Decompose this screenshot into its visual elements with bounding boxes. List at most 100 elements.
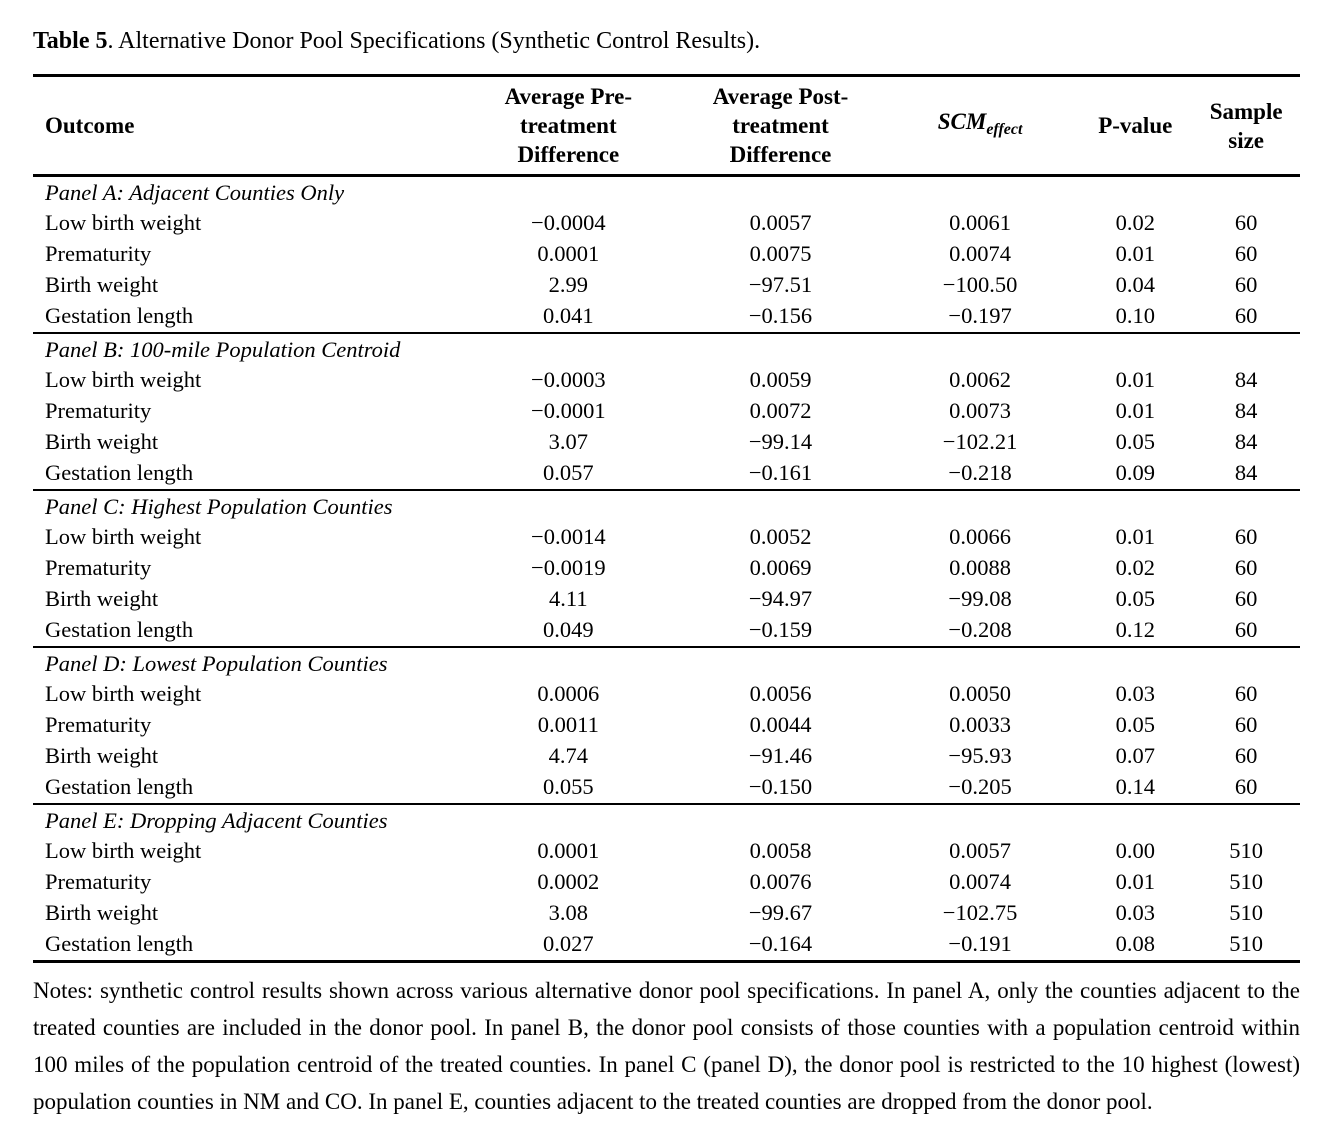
cell-sample-size: 60: [1234, 241, 1258, 266]
cell-sample-size: 510: [1229, 838, 1264, 863]
cell-outcome: Birth weight: [45, 586, 159, 611]
cell-pre-treatment-difference: 0.0002: [537, 869, 600, 894]
cell-scm-effect: 0.0050: [949, 681, 1012, 706]
cell-p-value: 0.03: [1115, 681, 1155, 706]
cell-outcome: Low birth weight: [45, 838, 202, 863]
table-title-label: Table 5: [33, 28, 108, 54]
cell-p-value: 0.04: [1115, 272, 1155, 297]
panel-header-row: Panel B: 100-mile Population Centroid: [33, 333, 1300, 365]
cell-post-treatment-difference: 0.0058: [749, 838, 812, 863]
header-outcome: Outcome: [45, 113, 135, 138]
panel: Panel D: Lowest Population Counties Low b…: [33, 647, 1300, 804]
cell-post-treatment-difference: −0.159: [748, 617, 813, 642]
cell-pre-treatment-difference: 3.07: [548, 429, 588, 454]
cell-sample-size: 60: [1234, 774, 1258, 799]
cell-post-treatment-difference: −99.14: [748, 429, 813, 454]
cell-post-treatment-difference: 0.0075: [749, 241, 812, 266]
cell-sample-size: 510: [1229, 869, 1264, 894]
cell-post-treatment-difference: 0.0044: [749, 712, 812, 737]
table-row: Gestation length 0.049 −0.159 −0.208 0.12 60: [33, 615, 1300, 647]
cell-post-treatment-difference: −0.156: [748, 303, 813, 328]
table-row: Low birth weight 0.0006 0.0056 0.0050 0.03 60: [33, 679, 1300, 710]
table-row: Prematurity 0.0002 0.0076 0.0074 0.01 510: [33, 867, 1300, 898]
cell-p-value: 0.01: [1115, 367, 1155, 392]
cell-pre-treatment-difference: −0.0004: [531, 210, 606, 235]
results-table: Outcome Average Pre-treatment Difference…: [33, 74, 1300, 963]
table-row: Prematurity −0.0019 0.0069 0.0088 0.02 60: [33, 553, 1300, 584]
panel-label: Panel A: Adjacent Counties Only: [45, 180, 345, 205]
cell-outcome: Gestation length: [45, 303, 194, 328]
cell-scm-effect: 0.0066: [949, 524, 1012, 549]
cell-scm-effect: −95.93: [948, 743, 1012, 768]
table-title-rest: . Alternative Donor Pool Specifications …: [107, 28, 761, 54]
panel: Panel A: Adjacent Counties Only Low birth…: [33, 175, 1300, 334]
cell-post-treatment-difference: −0.150: [748, 774, 813, 799]
cell-sample-size: 60: [1234, 210, 1258, 235]
cell-p-value: 0.14: [1115, 774, 1155, 799]
cell-scm-effect: 0.0061: [949, 210, 1012, 235]
panel-header-row: Panel D: Lowest Population Counties: [33, 647, 1300, 679]
panel: Panel E: Dropping Adjacent Counties Low b…: [33, 804, 1300, 962]
cell-outcome: Prematurity: [45, 712, 152, 737]
cell-sample-size: 60: [1234, 272, 1258, 297]
cell-pre-treatment-difference: 0.049: [543, 617, 594, 642]
cell-pre-treatment-difference: 0.0001: [537, 241, 600, 266]
header-row: Outcome Average Pre-treatment Difference…: [33, 76, 1300, 176]
cell-p-value: 0.01: [1115, 524, 1155, 549]
cell-scm-effect: 0.0088: [949, 555, 1012, 580]
cell-sample-size: 84: [1234, 398, 1258, 423]
cell-pre-treatment-difference: 2.99: [548, 272, 588, 297]
table-title: Table 5. Alternative Donor Pool Specific…: [33, 26, 1300, 56]
header-sample-size: Sample size: [1209, 98, 1283, 153]
cell-outcome: Gestation length: [45, 617, 194, 642]
cell-p-value: 0.05: [1115, 586, 1155, 611]
header-p-value: P-value: [1098, 113, 1173, 138]
cell-post-treatment-difference: −0.164: [748, 931, 813, 956]
cell-p-value: 0.09: [1115, 460, 1155, 485]
panel-header-row: Panel A: Adjacent Counties Only: [33, 176, 1300, 209]
header-pre-treatment: Average Pre-treatment Difference: [504, 84, 633, 167]
cell-outcome: Gestation length: [45, 460, 194, 485]
cell-pre-treatment-difference: 0.0006: [537, 681, 600, 706]
cell-pre-treatment-difference: 0.0001: [537, 838, 600, 863]
cell-sample-size: 60: [1234, 303, 1258, 328]
cell-scm-effect: −100.50: [942, 272, 1018, 297]
cell-sample-size: 84: [1234, 367, 1258, 392]
cell-pre-treatment-difference: −0.0014: [531, 524, 606, 549]
cell-sample-size: 60: [1234, 681, 1258, 706]
cell-p-value: 0.05: [1115, 712, 1155, 737]
table-row: Low birth weight −0.0014 0.0052 0.0066 0.01 6…: [33, 522, 1300, 553]
cell-p-value: 0.02: [1115, 210, 1155, 235]
cell-scm-effect: −102.21: [942, 429, 1018, 454]
table-row: Low birth weight 0.0001 0.0058 0.0057 0.00 51…: [33, 836, 1300, 867]
cell-pre-treatment-difference: 0.055: [543, 774, 594, 799]
table-row: Birth weight 3.07 −99.14 −102.21 0.05 84: [33, 427, 1300, 458]
cell-post-treatment-difference: −91.46: [748, 743, 813, 768]
cell-pre-treatment-difference: 4.11: [549, 586, 588, 611]
cell-p-value: 0.12: [1115, 617, 1155, 642]
cell-post-treatment-difference: 0.0057: [749, 210, 812, 235]
scm-effect-base: SCM: [937, 109, 987, 134]
cell-pre-treatment-difference: 0.041: [543, 303, 594, 328]
cell-scm-effect: −0.218: [948, 460, 1012, 485]
cell-pre-treatment-difference: 0.027: [543, 931, 594, 956]
table-row: Birth weight 3.08 −99.67 −102.75 0.03 510: [33, 898, 1300, 929]
cell-p-value: 0.01: [1115, 398, 1155, 423]
cell-sample-size: 60: [1234, 586, 1258, 611]
cell-post-treatment-difference: 0.0059: [749, 367, 812, 392]
cell-outcome: Prematurity: [45, 555, 152, 580]
cell-scm-effect: 0.0074: [949, 869, 1012, 894]
cell-scm-effect: −0.205: [948, 774, 1012, 799]
cell-outcome: Low birth weight: [45, 210, 202, 235]
cell-scm-effect: 0.0074: [949, 241, 1012, 266]
cell-outcome: Birth weight: [45, 429, 159, 454]
cell-scm-effect: −0.191: [948, 931, 1012, 956]
cell-p-value: 0.00: [1115, 838, 1155, 863]
cell-post-treatment-difference: 0.0069: [749, 555, 812, 580]
cell-outcome: Prematurity: [45, 241, 152, 266]
cell-p-value: 0.02: [1115, 555, 1155, 580]
table-row: Birth weight 4.11 −94.97 −99.08 0.05 60: [33, 584, 1300, 615]
cell-sample-size: 60: [1234, 617, 1258, 642]
panel: Panel B: 100-mile Population Centroid Low…: [33, 333, 1300, 490]
